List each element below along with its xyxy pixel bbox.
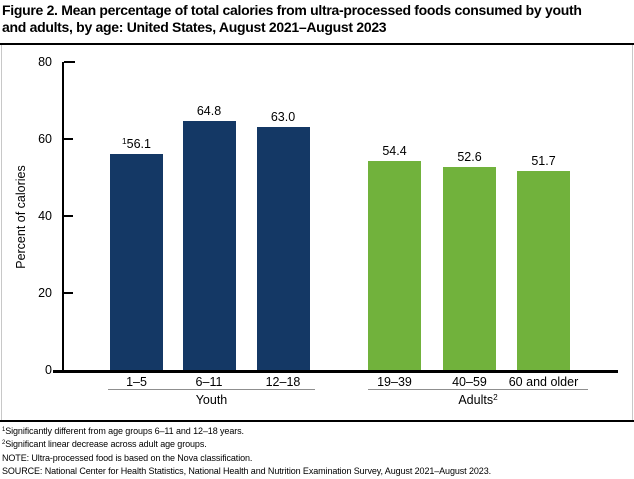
figure-title-line2: and adults, by age: United States, Augus… [2, 19, 387, 35]
group-label-sup: 2 [493, 392, 498, 402]
y-tick-label-80: 80 [38, 55, 52, 69]
y-tick-label-60: 60 [38, 132, 52, 146]
x-tick-label-19-39: 19–39 [377, 375, 412, 389]
group-rule-adults [368, 389, 588, 390]
y-tick-label-0: 0 [45, 363, 52, 377]
footnote-line: SOURCE: National Center for Health Stati… [2, 466, 632, 479]
bar-60-and-older [517, 171, 570, 370]
figure-title: Figure 2. Mean percentage of total calor… [2, 2, 634, 36]
x-tick-label-12-18: 12–18 [265, 375, 301, 389]
footnote-text: Significant linear decrease across adult… [5, 439, 207, 450]
y-tick-mark-20 [64, 292, 73, 294]
bar-value-label-1-5: 156.1 [122, 136, 151, 151]
bar-6-11 [182, 121, 236, 370]
bar-value-label-12-18: 63.0 [270, 110, 296, 124]
footnote-line: NOTE: Ultra-processed food is based on t… [2, 453, 632, 466]
footnote-text: NOTE: Ultra-processed food is based on t… [2, 452, 253, 463]
y-tick-label-20: 20 [38, 286, 52, 300]
bar-40-59 [443, 167, 496, 370]
bar-value-label-40-59: 52.6 [457, 150, 482, 164]
x-tick-label-6-11: 6–11 [195, 375, 223, 389]
y-tick-mark-80 [64, 61, 75, 63]
footnote-sup: 1 [2, 427, 6, 434]
footnote-line: 2Significant linear decrease across adul… [2, 439, 632, 452]
footnotes: 1Significantly different from age groups… [2, 426, 632, 479]
bar-19-39 [368, 161, 421, 370]
bar-value-label-6-11: 64.8 [196, 104, 222, 118]
bar-1-5 [110, 154, 163, 370]
y-tick-mark-60 [64, 138, 73, 140]
bar-value-label-60-and-older: 51.7 [531, 154, 556, 168]
bar-value-label-19-39: 54.4 [382, 144, 407, 158]
group-label-adults: Adults2 [458, 392, 498, 407]
footnote-text: Significantly different from age groups … [5, 426, 244, 436]
bar-12-18 [256, 127, 310, 370]
footnote-sup: 2 [2, 440, 6, 447]
footnote-divider-rule [0, 420, 634, 422]
y-tick-mark-40 [64, 215, 73, 217]
x-tick-label-1-5: 1–5 [126, 375, 147, 389]
title-divider-rule [0, 43, 634, 45]
footnote-text: SOURCE: National Center for Health Stati… [2, 465, 492, 476]
group-rule-youth [108, 389, 315, 390]
footnote-line: 1Significantly different from age groups… [2, 426, 632, 439]
x-tick-label-40-59: 40–59 [452, 375, 487, 389]
figure-title-line1: Figure 2. Mean percentage of total calor… [2, 2, 582, 18]
y-tick-label-40: 40 [38, 209, 52, 223]
value-sup: 1 [122, 136, 127, 146]
x-axis-line [53, 370, 618, 373]
x-tick-label-60-and-older: 60 and older [508, 375, 579, 389]
y-axis-line [62, 62, 64, 371]
group-label-youth: Youth [195, 393, 228, 407]
